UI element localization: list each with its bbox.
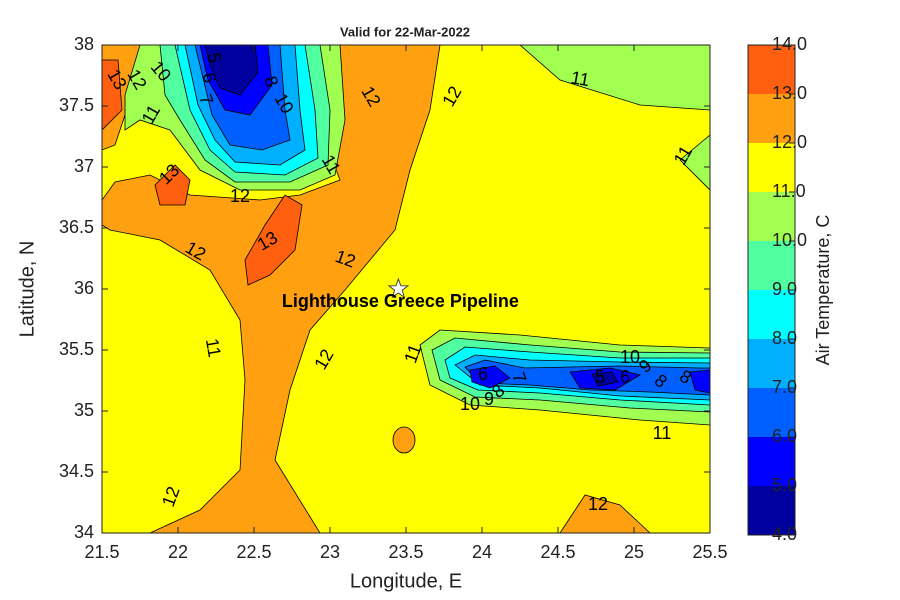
colorbar-tick-label: 11.0 (772, 181, 806, 201)
colorbar-tick-label: 8.0 (772, 328, 797, 348)
colorbar-tick-label: 6.0 (772, 426, 797, 446)
contour-band (244, 194, 303, 286)
x-tick-label: 23 (320, 542, 340, 562)
contour-band (102, 59, 123, 131)
contour-band (689, 369, 710, 394)
contour-band (469, 365, 511, 389)
x-tick-label: 22 (168, 542, 188, 562)
contour-label: 12 (588, 494, 608, 514)
x-tick-label: 25.5 (692, 542, 727, 562)
contour-label: 6 (620, 367, 630, 387)
contour-band (392, 426, 416, 454)
y-tick-label: 37.5 (59, 95, 94, 115)
colorbar-tick-label: 4.0 (772, 524, 797, 544)
colorbar-swatch (748, 45, 795, 94)
x-axis-label: Longitude, E (350, 570, 462, 592)
colorbar-tick-label: 12.0 (772, 132, 807, 152)
colorbar-swatch (748, 437, 795, 486)
contour-band (204, 45, 259, 96)
contour-label: 12 (230, 186, 250, 206)
y-tick-label: 34 (74, 522, 94, 542)
colorbar-tick-label: 10.0 (772, 230, 807, 250)
y-tick-label: 38 (74, 34, 94, 54)
contour-label: 11 (653, 423, 672, 443)
contour-band (559, 494, 651, 533)
chart-title: Valid for 22-Mar-2022 (340, 24, 470, 39)
contour-label: 10 (620, 347, 640, 367)
colorbar-swatch (748, 339, 795, 388)
y-tick-label: 35 (74, 400, 94, 420)
colorbar-swatch (748, 241, 795, 290)
colorbar-swatch (748, 486, 795, 535)
colorbar-swatch (748, 388, 795, 437)
x-tick-label: 21.5 (84, 542, 119, 562)
contour-label: 6 (478, 364, 488, 384)
y-axis-label: Latitude, N (16, 241, 38, 338)
y-tick-label: 36.5 (59, 217, 94, 237)
contour-band (591, 371, 619, 387)
colorbar-tick-label: 13.0 (772, 83, 807, 103)
colorbar-swatch (748, 192, 795, 241)
contour-field (102, 45, 710, 533)
contour-label: 5 (595, 367, 605, 387)
contour-band (679, 134, 710, 191)
site-marker (387, 277, 410, 299)
x-tick-label: 22.5 (236, 542, 271, 562)
colorbar-tick-label: 7.0 (772, 377, 797, 397)
contour-band (154, 164, 191, 206)
colorbar-swatch (748, 94, 795, 143)
x-tick-label: 23.5 (388, 542, 423, 562)
colorbar-tick-label: 9.0 (772, 279, 797, 299)
contour-band (519, 45, 710, 111)
contour-label: 9 (484, 389, 494, 409)
x-tick-label: 25 (624, 542, 644, 562)
contour-label: 11 (569, 67, 591, 90)
contour-label: 6 (199, 71, 220, 84)
y-tick-label: 35.5 (59, 339, 94, 359)
annotation: Lighthouse Greece Pipeline (282, 291, 519, 311)
contour-label: 11 (202, 337, 225, 359)
y-tick-label: 36 (74, 278, 94, 298)
y-tick-label: 34.5 (59, 461, 94, 481)
y-tick-label: 37 (74, 156, 94, 176)
contour-label: 10 (460, 394, 480, 414)
x-tick-label: 24 (472, 542, 492, 562)
contour-label: 5 (204, 51, 225, 64)
colorbar-swatch (748, 290, 795, 339)
colorbar-tick-label: 5.0 (772, 475, 797, 495)
contour-band (102, 45, 441, 533)
x-tick-label: 24.5 (540, 542, 575, 562)
colorbar-tick-label: 14.0 (772, 34, 807, 54)
colorbar-label: Air Temperature, C (813, 215, 833, 366)
colorbar-swatch (748, 143, 795, 192)
